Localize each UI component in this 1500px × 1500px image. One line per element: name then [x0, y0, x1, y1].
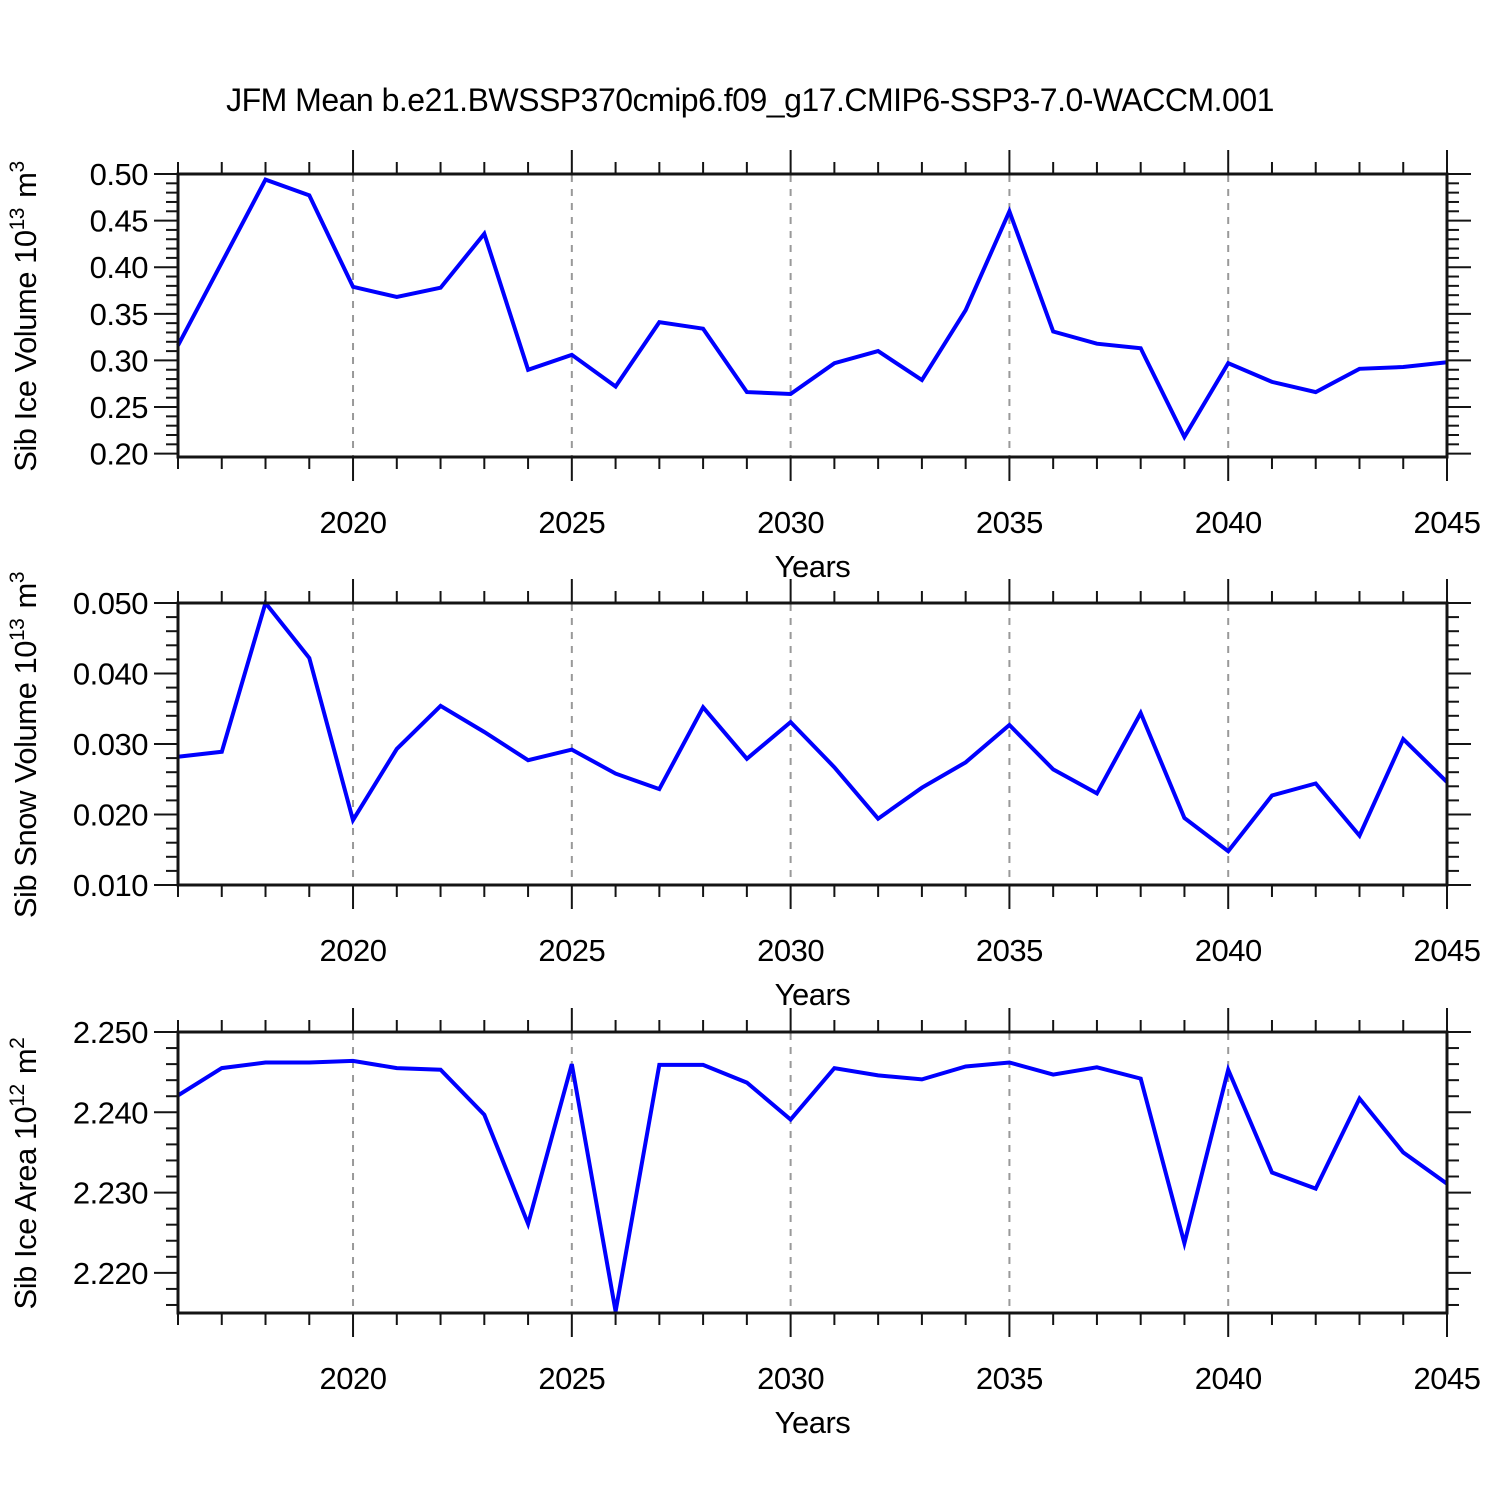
x-tick-label: 2020 — [320, 933, 387, 968]
x-tick-label: 2030 — [757, 505, 824, 540]
x-tick-label: 2040 — [1195, 1361, 1262, 1396]
y-tick-label: 2.250 — [73, 1015, 148, 1050]
y-ticks — [154, 173, 1471, 455]
y-ticks — [154, 1031, 1471, 1306]
plot-title: JFM Mean b.e21.BWSSP370cmip6.f09_g17.CMI… — [226, 82, 1274, 118]
sib-ice-volume-frame — [176, 172, 1449, 459]
x-tick-label: 2030 — [757, 933, 824, 968]
y-tick-label: 0.040 — [73, 657, 148, 692]
y-tick-label: 0.010 — [73, 868, 148, 903]
x-tick-label: 2040 — [1195, 505, 1262, 540]
x-gridlines — [352, 175, 1230, 456]
x-axis-title: Years — [775, 1405, 851, 1440]
y-tick-label: 0.35 — [90, 297, 148, 332]
y-tick-label: 0.20 — [90, 437, 149, 472]
y-axis-title: Sib Snow Volume 1013 m3 — [6, 570, 43, 918]
x-tick-label: 2045 — [1414, 505, 1481, 540]
x-ticks — [177, 150, 1448, 481]
x-tick-label: 2035 — [976, 933, 1043, 968]
x-tick-labels: 2020 2025 2030 2035 2040 2045 — [320, 505, 1481, 540]
x-tick-label: 2045 — [1414, 1361, 1481, 1396]
y-tick-label: 0.45 — [90, 204, 148, 239]
x-tick-label: 2035 — [976, 1361, 1043, 1396]
sib-snow-volume-panel: 0.010 0.020 0.030 0.040 0.050 2020 2025 2030 203… — [6, 570, 1481, 1012]
x-tick-label: 2040 — [1195, 933, 1262, 968]
sib-snow-volume-line — [177, 598, 1449, 854]
x-axis-title: Years — [775, 977, 851, 1012]
x-tick-label: 2025 — [538, 505, 605, 540]
y-axis-title: Sib Ice Area 1012 m2 — [6, 1036, 43, 1310]
y-axis-title: Sib Ice Volume 1013 m3 — [6, 159, 43, 472]
x-tick-label: 2030 — [757, 1361, 824, 1396]
sib-ice-area-line — [176, 1058, 1449, 1312]
y-tick-label: 2.240 — [73, 1095, 148, 1130]
y-tick-labels: 0.20 0.25 0.30 0.35 0.40 0.45 0.50 — [90, 157, 149, 472]
sib-ice-area-frame — [176, 1030, 1449, 1315]
y-tick-label: 0.030 — [73, 727, 148, 762]
x-tick-label: 2035 — [976, 505, 1043, 540]
y-tick-label: 0.25 — [90, 390, 148, 425]
x-ticks — [177, 1008, 1448, 1337]
x-tick-label: 2025 — [538, 1361, 605, 1396]
x-axis-title: Years — [775, 549, 851, 584]
y-tick-label: 2.220 — [73, 1256, 148, 1291]
x-gridlines — [352, 604, 1230, 884]
sib-ice-volume-panel: 0.20 0.25 0.30 0.35 0.40 0.45 0.50 2020 2025 2030… — [6, 150, 1481, 584]
x-ticks — [177, 579, 1448, 909]
x-tick-label: 2025 — [538, 933, 605, 968]
y-tick-labels: 0.010 0.020 0.030 0.040 0.050 — [73, 586, 149, 903]
x-tick-labels: 2020 2025 2030 2035 2040 2045 — [320, 1361, 1481, 1396]
y-tick-label: 2.230 — [73, 1176, 148, 1211]
sib-ice-area-panel: 2.220 2.230 2.240 2.250 2020 2025 2030 2035 2040… — [6, 1008, 1481, 1440]
y-tick-label: 0.50 — [90, 157, 149, 192]
y-tick-labels: 2.220 2.230 2.240 2.250 — [73, 1015, 149, 1291]
y-tick-label: 0.30 — [90, 343, 149, 378]
x-tick-label: 2020 — [320, 505, 387, 540]
y-tick-label: 0.020 — [73, 798, 148, 833]
x-gridlines — [352, 1033, 1230, 1312]
y-tick-label: 0.050 — [73, 586, 148, 621]
sib-ice-volume-line — [176, 177, 1448, 442]
x-tick-label: 2020 — [320, 1361, 387, 1396]
x-tick-label: 2045 — [1414, 933, 1481, 968]
y-tick-label: 0.40 — [90, 250, 149, 285]
x-tick-labels: 2020 2025 2030 2035 2040 2045 — [320, 933, 1481, 968]
y-ticks — [154, 602, 1471, 886]
